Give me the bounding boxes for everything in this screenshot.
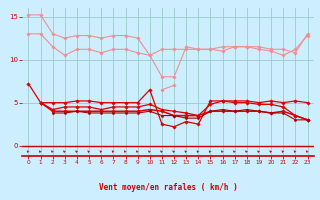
Text: Vent moyen/en rafales ( km/h ): Vent moyen/en rafales ( km/h ) — [99, 183, 237, 192]
